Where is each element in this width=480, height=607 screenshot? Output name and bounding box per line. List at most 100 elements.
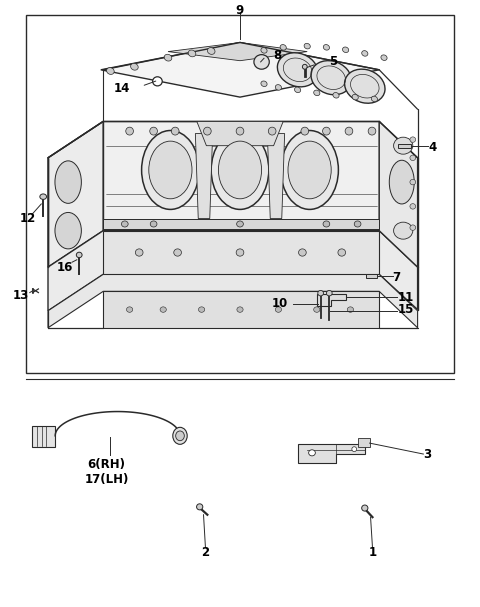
- Ellipse shape: [368, 127, 376, 135]
- Polygon shape: [48, 274, 418, 328]
- Ellipse shape: [174, 249, 181, 256]
- Text: 4: 4: [428, 141, 436, 154]
- Ellipse shape: [275, 307, 281, 312]
- Ellipse shape: [410, 155, 416, 160]
- Ellipse shape: [338, 249, 346, 256]
- Ellipse shape: [288, 141, 331, 199]
- Ellipse shape: [261, 81, 267, 87]
- Text: 14: 14: [114, 81, 131, 95]
- Text: 8: 8: [273, 49, 282, 63]
- FancyBboxPatch shape: [32, 426, 55, 447]
- Ellipse shape: [323, 127, 330, 135]
- Ellipse shape: [55, 212, 81, 249]
- Polygon shape: [103, 219, 379, 229]
- Bar: [26, 15, 454, 373]
- Polygon shape: [195, 134, 213, 219]
- Ellipse shape: [164, 54, 172, 61]
- Text: 3: 3: [423, 447, 432, 461]
- Ellipse shape: [176, 431, 184, 441]
- Ellipse shape: [394, 222, 413, 239]
- Ellipse shape: [126, 127, 133, 135]
- Ellipse shape: [352, 94, 358, 100]
- Polygon shape: [197, 121, 283, 146]
- Ellipse shape: [347, 307, 353, 312]
- Ellipse shape: [121, 221, 128, 227]
- Text: 13: 13: [13, 288, 29, 302]
- Ellipse shape: [372, 96, 377, 102]
- Ellipse shape: [410, 180, 416, 185]
- Ellipse shape: [236, 249, 244, 256]
- Ellipse shape: [352, 447, 357, 452]
- Ellipse shape: [280, 44, 286, 50]
- Ellipse shape: [142, 131, 199, 209]
- Ellipse shape: [188, 50, 196, 57]
- Ellipse shape: [211, 131, 269, 209]
- Ellipse shape: [160, 307, 167, 312]
- Polygon shape: [267, 134, 285, 219]
- Ellipse shape: [314, 90, 320, 96]
- Ellipse shape: [153, 76, 162, 86]
- Text: 6(RH)
17(LH): 6(RH) 17(LH): [84, 458, 129, 486]
- Ellipse shape: [311, 61, 351, 95]
- Ellipse shape: [204, 127, 211, 135]
- Ellipse shape: [171, 127, 179, 135]
- Ellipse shape: [173, 427, 187, 444]
- Ellipse shape: [254, 55, 269, 69]
- Polygon shape: [48, 121, 103, 267]
- Polygon shape: [48, 231, 418, 311]
- Polygon shape: [168, 42, 307, 61]
- Ellipse shape: [236, 127, 244, 135]
- Polygon shape: [103, 231, 379, 274]
- Polygon shape: [398, 144, 411, 148]
- Ellipse shape: [218, 141, 262, 199]
- Text: 15: 15: [397, 303, 414, 316]
- Ellipse shape: [410, 137, 416, 142]
- Polygon shape: [103, 291, 379, 328]
- Text: 9: 9: [236, 4, 244, 17]
- Polygon shape: [358, 438, 370, 447]
- Ellipse shape: [323, 221, 330, 227]
- Ellipse shape: [324, 44, 329, 50]
- Ellipse shape: [309, 450, 315, 456]
- Text: 12: 12: [20, 212, 36, 225]
- Ellipse shape: [196, 504, 203, 510]
- Ellipse shape: [281, 131, 338, 209]
- Ellipse shape: [354, 221, 361, 227]
- Text: 7: 7: [393, 271, 401, 284]
- Ellipse shape: [394, 137, 413, 154]
- Ellipse shape: [149, 141, 192, 199]
- Ellipse shape: [237, 221, 243, 227]
- Ellipse shape: [295, 87, 300, 93]
- Ellipse shape: [304, 43, 310, 49]
- Ellipse shape: [314, 307, 320, 312]
- Polygon shape: [317, 294, 346, 306]
- Ellipse shape: [345, 69, 385, 103]
- Ellipse shape: [150, 221, 157, 227]
- Ellipse shape: [302, 64, 307, 69]
- Ellipse shape: [301, 127, 309, 135]
- Ellipse shape: [362, 50, 368, 56]
- Text: 10: 10: [272, 297, 288, 310]
- Text: 1: 1: [369, 546, 376, 559]
- Ellipse shape: [40, 194, 47, 199]
- Polygon shape: [298, 444, 365, 463]
- Polygon shape: [101, 42, 379, 97]
- Ellipse shape: [261, 47, 267, 53]
- Ellipse shape: [277, 53, 318, 87]
- Text: 2: 2: [202, 546, 209, 559]
- Polygon shape: [103, 121, 379, 231]
- Polygon shape: [379, 121, 418, 267]
- Ellipse shape: [127, 307, 133, 312]
- Ellipse shape: [150, 127, 157, 135]
- Ellipse shape: [237, 307, 243, 312]
- Ellipse shape: [389, 160, 414, 204]
- Ellipse shape: [207, 47, 215, 55]
- Text: 5: 5: [329, 55, 338, 69]
- Ellipse shape: [268, 127, 276, 135]
- Text: 16: 16: [57, 260, 73, 274]
- Ellipse shape: [107, 67, 114, 75]
- Ellipse shape: [76, 252, 82, 257]
- Ellipse shape: [343, 47, 348, 53]
- Text: 11: 11: [397, 291, 414, 304]
- Ellipse shape: [333, 92, 339, 98]
